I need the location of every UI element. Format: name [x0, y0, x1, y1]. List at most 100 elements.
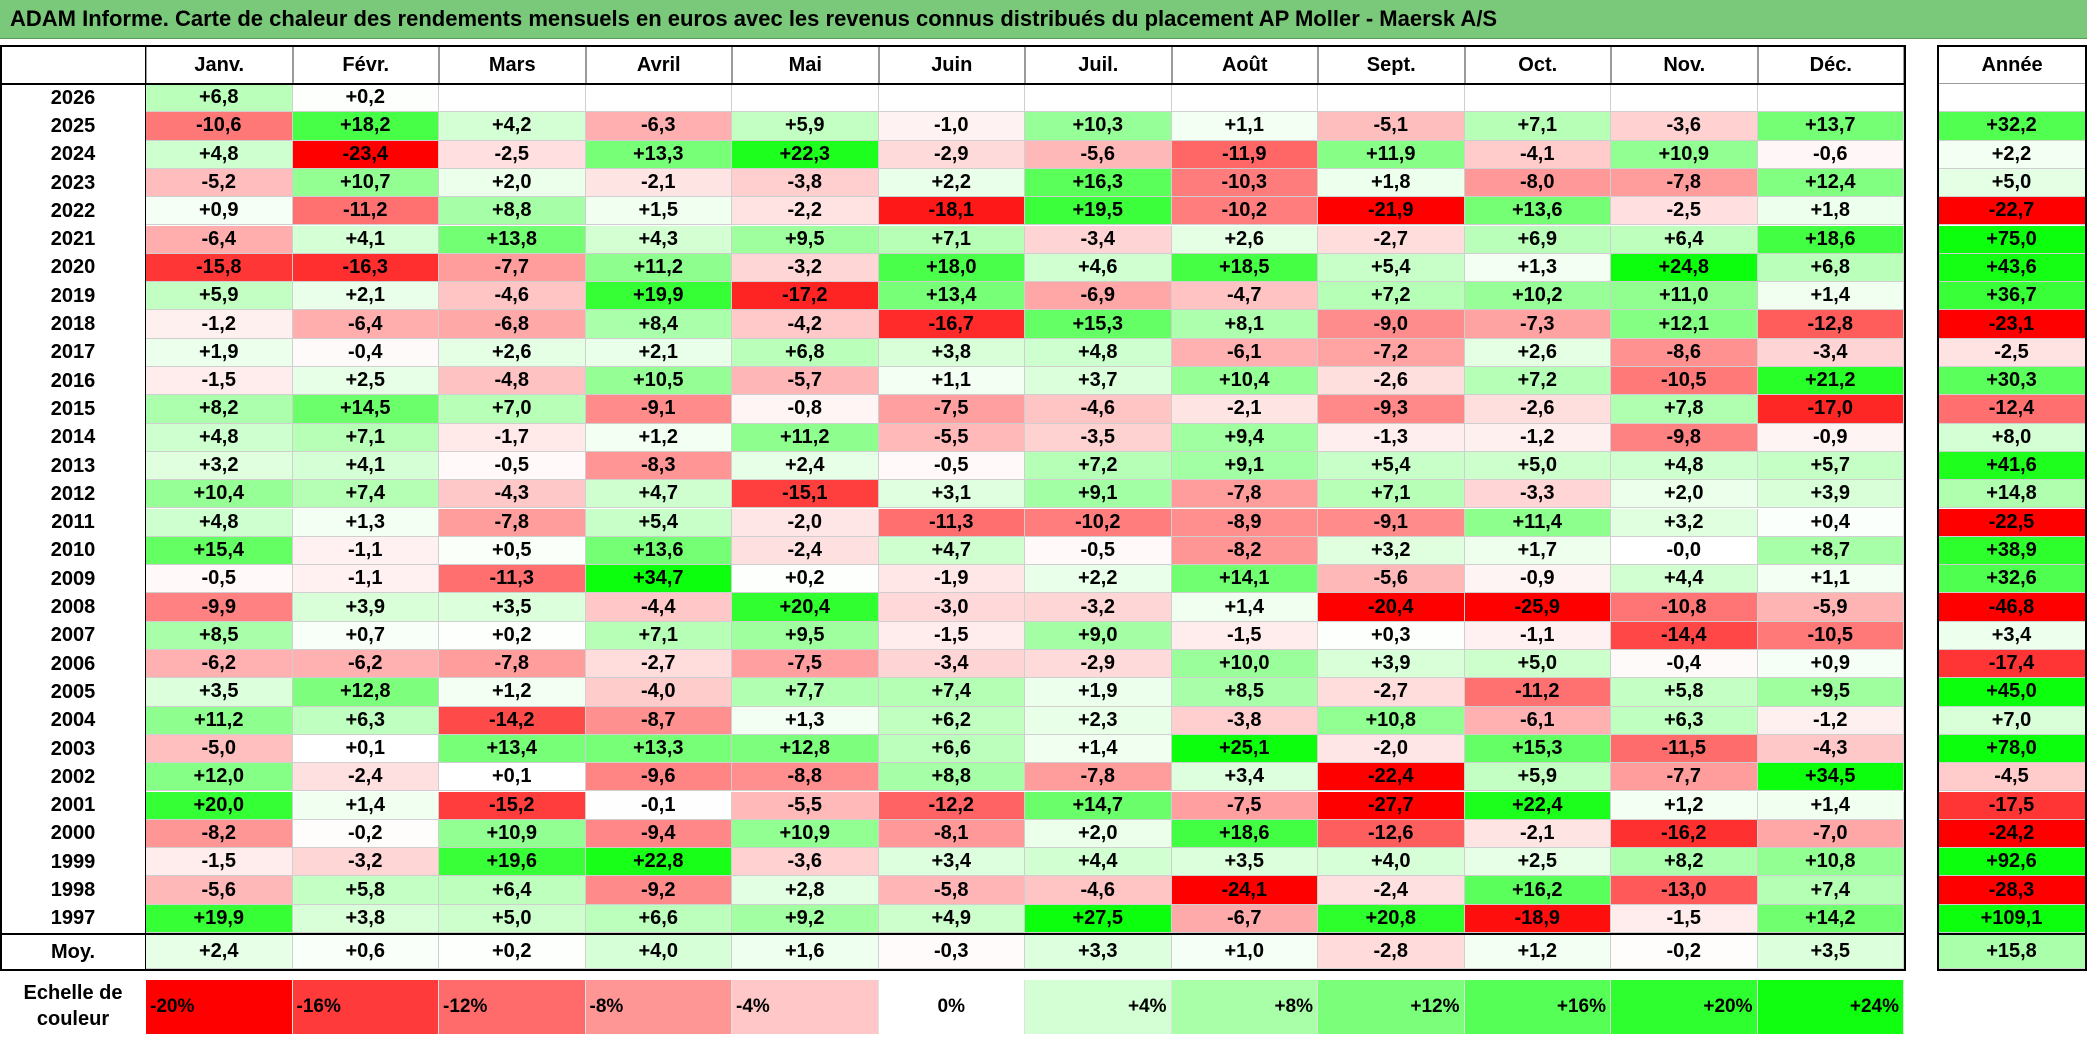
- heatmap-cell: +14,1: [1171, 565, 1318, 594]
- heatmap-cell: +8,8: [439, 197, 586, 226]
- heatmap-cell: [1318, 84, 1465, 113]
- heatmap-cell: -0,1: [585, 791, 732, 820]
- year-label: 2014: [0, 423, 146, 452]
- heatmap-cell: +7,7: [732, 678, 879, 707]
- average-cell: +1,2: [1464, 935, 1611, 969]
- heatmap-cell: -1,5: [1611, 904, 1758, 933]
- heatmap-cell: +5,4: [1318, 451, 1465, 481]
- heatmap-cell: -12,8: [1757, 310, 1904, 339]
- annual-cell: +14,8: [1938, 480, 2086, 509]
- heatmap-cell: -6,4: [292, 310, 439, 339]
- heatmap-cell: -9,6: [585, 763, 732, 792]
- heatmap-cell: -2,2: [732, 197, 879, 226]
- heatmap-cell: +3,2: [1611, 508, 1758, 537]
- heatmap-cell: -22,4: [1318, 763, 1465, 792]
- heatmap-cell: +15,3: [1464, 734, 1611, 764]
- heatmap-cell: +1,4: [1757, 282, 1904, 311]
- heatmap-cell: +22,3: [732, 140, 879, 169]
- heatmap-cell: -0,0: [1611, 536, 1758, 566]
- heatmap-cell: -12,2: [878, 791, 1025, 820]
- heatmap-cell: +12,8: [732, 734, 879, 764]
- heatmap-cell: +2,6: [1464, 338, 1611, 367]
- heatmap-cell: +5,7: [1757, 451, 1904, 481]
- heatmap-cell: -2,7: [585, 650, 732, 679]
- heatmap-cell: -18,1: [878, 197, 1025, 226]
- heatmap-cell: +10,5: [585, 367, 732, 396]
- annual-cell: +8,0: [1938, 423, 2086, 452]
- year-label: 2000: [0, 819, 146, 849]
- heatmap-cell: +7,1: [1318, 480, 1465, 509]
- heatmap-cell: +25,1: [1171, 734, 1318, 764]
- color-scale-swatch: +16%: [1464, 980, 1611, 1034]
- annual-cell: -23,1: [1938, 310, 2086, 339]
- heatmap-cell: +14,2: [1757, 904, 1904, 933]
- heatmap-cell: -3,6: [1611, 112, 1758, 141]
- heatmap-cell: +7,4: [292, 480, 439, 509]
- heatmap-cell: -14,4: [1611, 621, 1758, 650]
- heatmap-cell: +7,2: [1464, 367, 1611, 396]
- heatmap-cell: +11,2: [732, 423, 879, 452]
- heatmap-cell: -11,9: [1171, 140, 1318, 169]
- heatmap-cell: +13,6: [585, 536, 732, 566]
- heatmap-cell: +7,2: [1025, 451, 1172, 481]
- annual-cell: +3,4: [1938, 621, 2086, 650]
- year-label: 2003: [0, 734, 146, 764]
- heatmap-cell: +1,7: [1464, 536, 1611, 566]
- heatmap-cell: -2,5: [439, 140, 586, 169]
- heatmap-cell: -7,8: [439, 650, 586, 679]
- heatmap-cell: +10,8: [1757, 848, 1904, 877]
- heatmap-cell: +5,0: [1464, 451, 1611, 481]
- heatmap-cell: +4,3: [585, 225, 732, 254]
- annual-cell: -4,5: [1938, 763, 2086, 792]
- annual-cell: +78,0: [1938, 734, 2086, 764]
- heatmap-cell: +1,3: [292, 508, 439, 537]
- heatmap-cell: +2,2: [878, 168, 1025, 198]
- heatmap-cell: -10,6: [146, 112, 293, 141]
- color-scale-swatch: +20%: [1611, 980, 1758, 1034]
- heatmap-cell: -3,4: [1025, 225, 1172, 254]
- heatmap-cell: -3,6: [732, 848, 879, 877]
- heatmap-cell: -16,2: [1611, 819, 1758, 849]
- heatmap-cell: [1757, 84, 1904, 113]
- heatmap-cell: -1,5: [146, 848, 293, 877]
- heatmap-cell: +15,3: [1025, 310, 1172, 339]
- heatmap-cell: -7,5: [732, 650, 879, 679]
- heatmap-cell: +2,0: [1025, 819, 1172, 849]
- year-label: 2004: [0, 706, 146, 735]
- heatmap-cell: +1,4: [1171, 593, 1318, 622]
- heatmap-cell: -5,8: [878, 876, 1025, 905]
- heatmap-cell: -15,8: [146, 253, 293, 283]
- heatmap-cell: +4,4: [1611, 565, 1758, 594]
- heatmap-cell: +16,3: [1025, 168, 1172, 198]
- year-label: 2005: [0, 678, 146, 707]
- heatmap-cell: -6,8: [439, 310, 586, 339]
- average-cell: +3,3: [1025, 935, 1172, 969]
- heatmap-cell: +7,1: [585, 621, 732, 650]
- annual-cell: -46,8: [1938, 593, 2086, 622]
- heatmap-cell: -24,1: [1171, 876, 1318, 905]
- heatmap-cell: -4,7: [1171, 282, 1318, 311]
- heatmap-cell: -2,9: [878, 140, 1025, 169]
- heatmap-cell: -1,0: [878, 112, 1025, 141]
- heatmap-cell: +8,8: [878, 763, 1025, 792]
- year-label: 2009: [0, 565, 146, 594]
- heatmap-cell: +11,4: [1464, 508, 1611, 537]
- heatmap-cell: -0,2: [292, 819, 439, 849]
- heatmap-cell: -0,9: [1464, 565, 1611, 594]
- heatmap-cell: -10,5: [1757, 621, 1904, 650]
- heatmap-cell: +4,1: [292, 451, 439, 481]
- heatmap-cell: +1,4: [292, 791, 439, 820]
- heatmap-cell: +9,5: [732, 621, 879, 650]
- annual-cell: +41,6: [1938, 451, 2086, 481]
- year-label: 2015: [0, 395, 146, 424]
- heatmap-cell: +6,8: [732, 338, 879, 367]
- heatmap-cell: +0,9: [146, 197, 293, 226]
- heatmap-cell: -7,0: [1757, 819, 1904, 849]
- heatmap-cell: -2,9: [1025, 650, 1172, 679]
- heatmap-cell: -3,0: [878, 593, 1025, 622]
- heatmap-cell: -4,0: [585, 678, 732, 707]
- heatmap-cell: -11,3: [439, 565, 586, 594]
- year-label: 2001: [0, 791, 146, 820]
- heatmap-cell: -1,5: [1171, 621, 1318, 650]
- heatmap-cell: +1,4: [1757, 791, 1904, 820]
